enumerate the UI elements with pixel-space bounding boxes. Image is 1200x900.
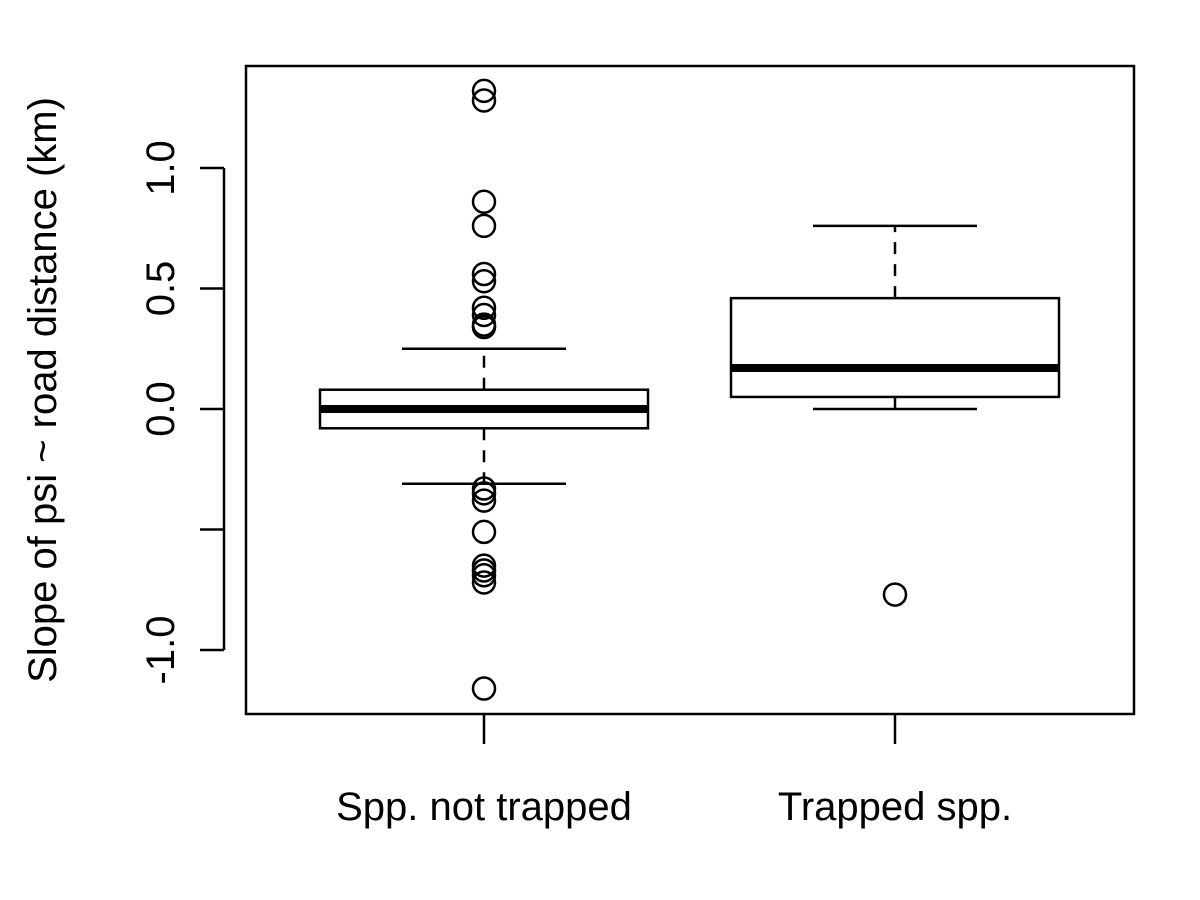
y-axis: -1.0 0.0 0.5 1.0 (139, 140, 226, 685)
x-axis: Spp. not trapped Trapped spp. (336, 714, 1012, 829)
outlier-point (471, 213, 497, 239)
box-group (729, 224, 1061, 607)
outlier-point (471, 570, 497, 595)
y-tick-label: -1.0 (139, 616, 183, 685)
outlier-point (471, 261, 497, 287)
plot-frame (244, 64, 1136, 716)
x-tick-label: Trapped spp. (778, 785, 1012, 829)
x-tick-label: Spp. not trapped (336, 785, 632, 829)
outlier-point (471, 269, 497, 294)
outlier-point (471, 488, 497, 513)
y-tick-label: 1.0 (139, 140, 183, 196)
iqr-box (729, 296, 1061, 399)
outlier-point (471, 295, 497, 321)
outlier-point (471, 676, 497, 701)
y-tick-label: 0.0 (139, 381, 183, 437)
outlier-point (471, 481, 497, 506)
outlier-point (882, 582, 908, 607)
outlier-point (471, 314, 497, 340)
outlier-point (471, 88, 497, 113)
y-tick-label: 0.5 (139, 261, 183, 317)
y-axis-label: Slope of psi ~ road distance (km) (21, 97, 65, 683)
outlier-point (471, 302, 497, 328)
outlier-point (471, 519, 497, 545)
outlier-point (471, 78, 497, 104)
outlier-point (471, 563, 497, 588)
outlier-point (471, 189, 497, 214)
box-group (318, 78, 650, 701)
boxes (318, 78, 1061, 701)
